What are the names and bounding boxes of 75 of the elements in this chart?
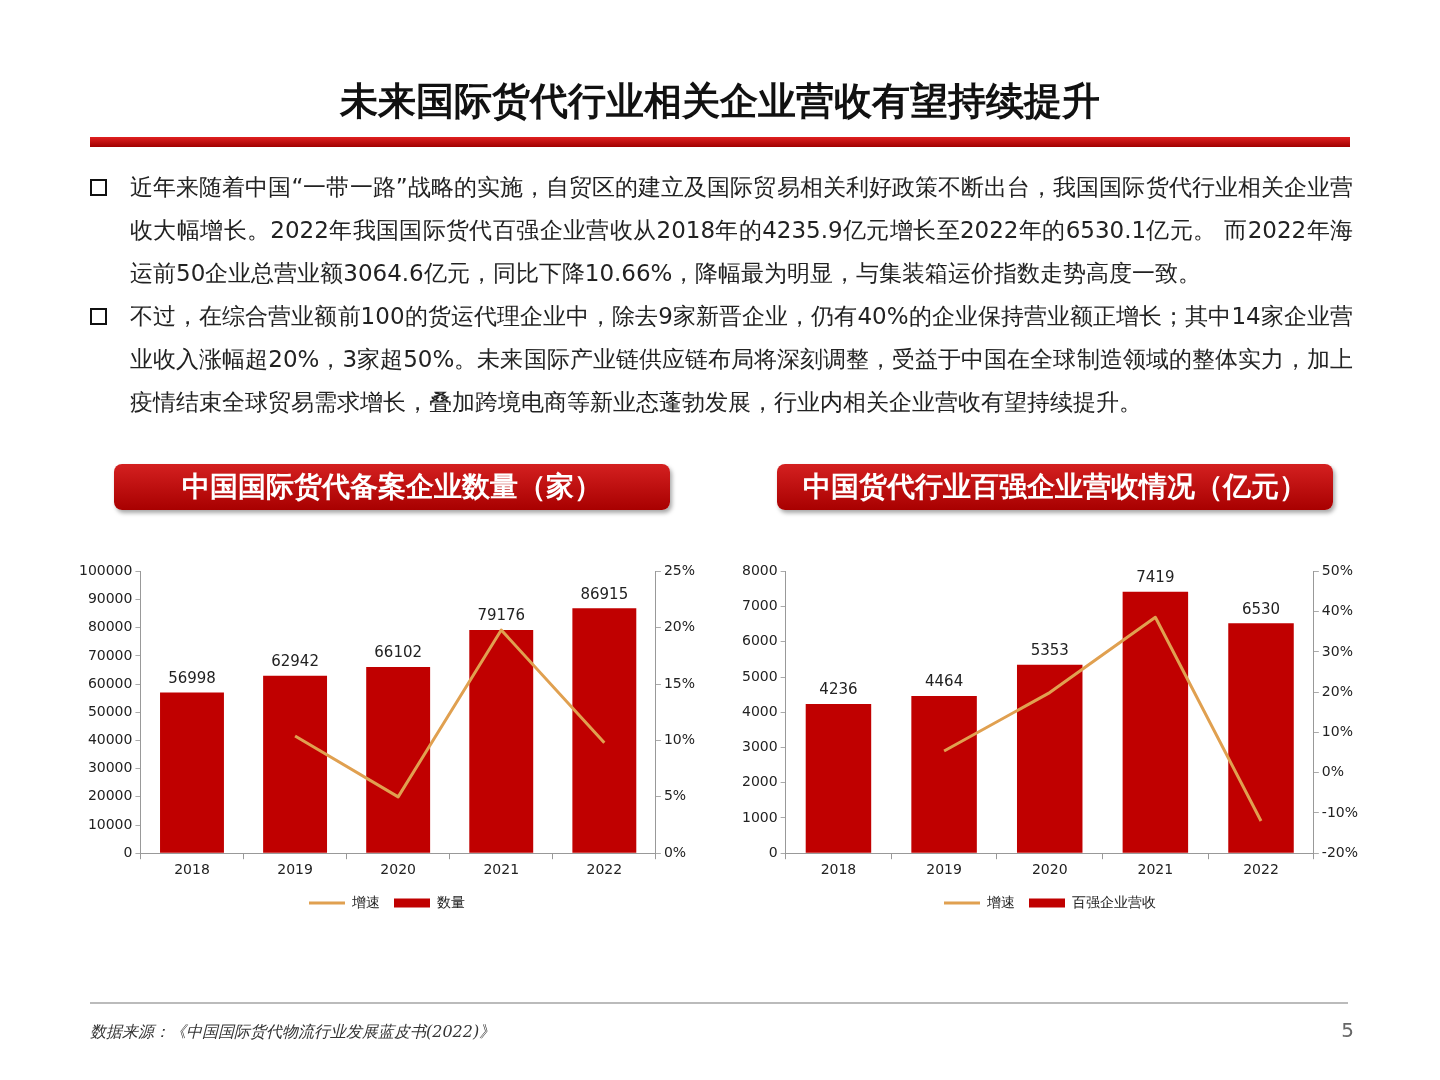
- data-label: 56998: [168, 668, 216, 687]
- bar: [1122, 591, 1189, 853]
- y-tick-label: 80000: [87, 618, 133, 635]
- x-tick-label: 2018: [174, 861, 210, 878]
- bar: [469, 630, 534, 853]
- bar: [805, 703, 872, 853]
- y2-tick-label: 15%: [663, 674, 696, 691]
- data-label: 4236: [819, 680, 858, 699]
- x-tick-label: 2019: [277, 861, 313, 878]
- data-label: 62942: [271, 652, 319, 671]
- x-tick-label: 2021: [483, 861, 520, 878]
- chart-title: 中国国际货代备案企业数量（家）: [114, 464, 670, 510]
- y2-tick-label: 0%: [663, 843, 687, 860]
- y-tick-label: 0: [768, 843, 778, 860]
- y-tick-label: 90000: [87, 590, 133, 607]
- y2-tick-label: -10%: [1321, 803, 1358, 820]
- x-tick-label: 2022: [1243, 861, 1279, 878]
- bar: [366, 666, 431, 853]
- x-tick-label: 2022: [586, 861, 623, 878]
- x-tick-label: 2021: [1137, 861, 1174, 878]
- text: 5: [1341, 1018, 1354, 1042]
- x-tick-label: 2018: [820, 861, 857, 878]
- text: 近年来随着中国“一带一路”战略的实施，自贸区的建立及国际贸易相关利好政策不断出台，我国国际货代行业相关企业营收大幅增长。2022年我国国际货代百强企业营收从2018年的4235.9亿元增长至2022年的6530.1亿元。 而2022年海运前50企业总营业额3064.6亿元，同比下降10.66%，降幅最为明显，与集装箱运价指数走势高度一致。: [130, 174, 1353, 286]
- bar: [1228, 623, 1294, 853]
- bar: [263, 675, 328, 853]
- y2-tick-label: 20%: [663, 618, 696, 635]
- legend-label: 增速: [351, 893, 380, 910]
- bar: [911, 695, 977, 853]
- y2-tick-label: 50%: [1321, 562, 1353, 579]
- y2-tick-label: 5%: [663, 787, 687, 804]
- data-label: 6530: [1241, 599, 1281, 618]
- y-tick-label: 40000: [87, 731, 133, 748]
- y-tick-label: 30000: [87, 759, 133, 776]
- y-tick-label: 60000: [87, 674, 133, 691]
- legend-label: 数量: [437, 893, 465, 910]
- legend-label: 增速: [986, 893, 1015, 910]
- y-tick-label: 100000: [78, 562, 133, 579]
- y-tick-label: 8000: [741, 562, 778, 579]
- y2-tick-label: 25%: [663, 562, 696, 579]
- x-tick-label: 2019: [926, 861, 962, 878]
- y-tick-label: 4000: [741, 702, 778, 719]
- y-tick-label: 5000: [741, 667, 778, 684]
- y-tick-label: 1000: [741, 808, 778, 825]
- y-tick-label: 3000: [741, 738, 778, 755]
- data-label: 66102: [374, 643, 423, 662]
- y-tick-label: 10000: [87, 815, 133, 832]
- y-tick-label: 6000: [741, 632, 778, 649]
- y-tick-label: 20000: [87, 787, 133, 804]
- y-tick-label: 50000: [87, 702, 133, 719]
- legend-label: 百强企业营收: [1072, 893, 1156, 910]
- y2-tick-label: 30%: [1321, 642, 1353, 659]
- y-tick-label: 0: [123, 843, 133, 860]
- text: 不过，在综合营业额前100的货运代理企业中，除去9家新晋企业，仍有40%的企业保持营业额正增长；其中14家企业营业收入涨幅超20%，3家超50%。未来国际产业链供应链布局将深刻调整，受益于中国在全球制造领域的整体实力，加上疫情结束全球贸易需求增长，叠加跨境电商等新业态蓬勃发展，行业内相关企业营收有望持续提升。: [130, 303, 1353, 415]
- y2-tick-label: 40%: [1321, 602, 1353, 619]
- y2-tick-label: 0%: [1321, 763, 1345, 780]
- bar: [160, 692, 224, 853]
- y-tick-label: 70000: [87, 646, 133, 663]
- y-tick-label: 2000: [741, 773, 778, 790]
- data-label: 7419: [1136, 568, 1175, 587]
- source-note: 数据来源：《中国国际货代物流行业发展蓝皮书(2022)》: [90, 1022, 496, 1043]
- chart-title: 中国货代行业百强企业营收情况（亿元）: [777, 464, 1333, 510]
- text: 未来国际货代行业相关企业营收有望持续提升: [339, 78, 1101, 125]
- data-label: 86915: [580, 584, 629, 603]
- bar: [1016, 664, 1083, 853]
- y2-tick-label: 10%: [663, 731, 696, 748]
- bar: [572, 608, 637, 853]
- x-tick-label: 2020: [1031, 861, 1068, 878]
- data-label: 4464: [925, 672, 964, 691]
- y-tick-label: 7000: [741, 597, 778, 614]
- y2-tick-label: -20%: [1321, 843, 1358, 860]
- data-label: 79176: [477, 606, 526, 625]
- y2-tick-label: 20%: [1321, 682, 1353, 699]
- x-tick-label: 2020: [380, 861, 416, 878]
- y2-tick-label: 10%: [1321, 723, 1353, 740]
- data-label: 5353: [1030, 641, 1069, 660]
